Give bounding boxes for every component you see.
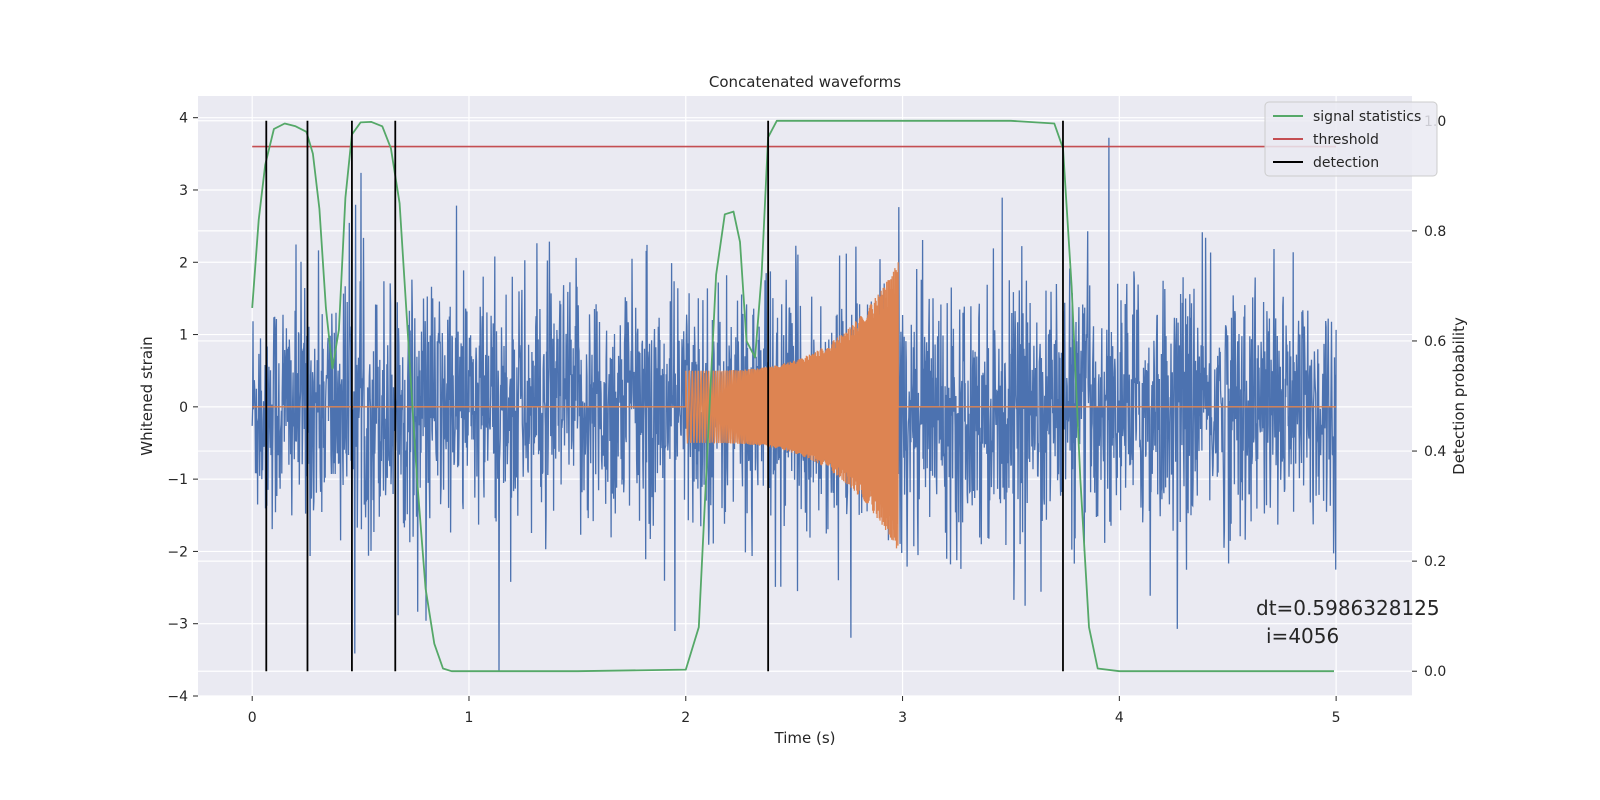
series-signal-statistics — [251, 119, 1334, 673]
x-tick-label: 2 — [681, 710, 690, 726]
x-tick-label: 3 — [898, 710, 907, 726]
y-tick-label: 1 — [179, 328, 188, 344]
series-injected-waveform — [252, 262, 1337, 549]
y-tick-label: 4 — [179, 111, 188, 127]
y-tick-label: −1 — [167, 472, 188, 488]
legend-label-signal-statistics: signal statistics — [1313, 109, 1421, 125]
y2-tick-label: 0.6 — [1424, 334, 1446, 350]
y-tick-label: 3 — [179, 183, 188, 199]
series-layer — [251, 119, 1337, 673]
annotation-i: i=4056 — [1266, 624, 1339, 648]
x-tick-label: 4 — [1115, 710, 1124, 726]
y-tick-label: −4 — [167, 689, 188, 705]
annotation-dt: dt=0.5986328125 — [1256, 596, 1440, 620]
chart-title: Concatenated waveforms — [709, 73, 901, 91]
legend-label-detection: detection — [1313, 155, 1379, 171]
y2-axis-label: Detection probability — [1450, 317, 1468, 475]
legend: signal statistics threshold detection — [1264, 101, 1438, 177]
x-axis-label: Time (s) — [774, 729, 836, 747]
y-tick-label: −3 — [167, 617, 188, 633]
y2-tick-label: 0.8 — [1424, 224, 1446, 240]
annotation: dt=0.5986328125 i=4056 — [1256, 596, 1440, 648]
x-tick-label: 1 — [465, 710, 474, 726]
y2-tick-label: 0.2 — [1424, 554, 1446, 570]
y-axis-label: Whitened strain — [138, 336, 156, 455]
y2-tick-label: 0.4 — [1424, 444, 1446, 460]
y-tick-label: 2 — [179, 255, 188, 271]
y2-tick-label: 0.0 — [1424, 664, 1446, 680]
legend-box — [1264, 101, 1438, 177]
legend-label-threshold: threshold — [1313, 132, 1379, 148]
x-tick-label: 5 — [1332, 710, 1341, 726]
y-tick-label: −2 — [167, 544, 188, 560]
x-tick-label: 0 — [248, 710, 257, 726]
y-tick-label: 0 — [179, 400, 188, 416]
